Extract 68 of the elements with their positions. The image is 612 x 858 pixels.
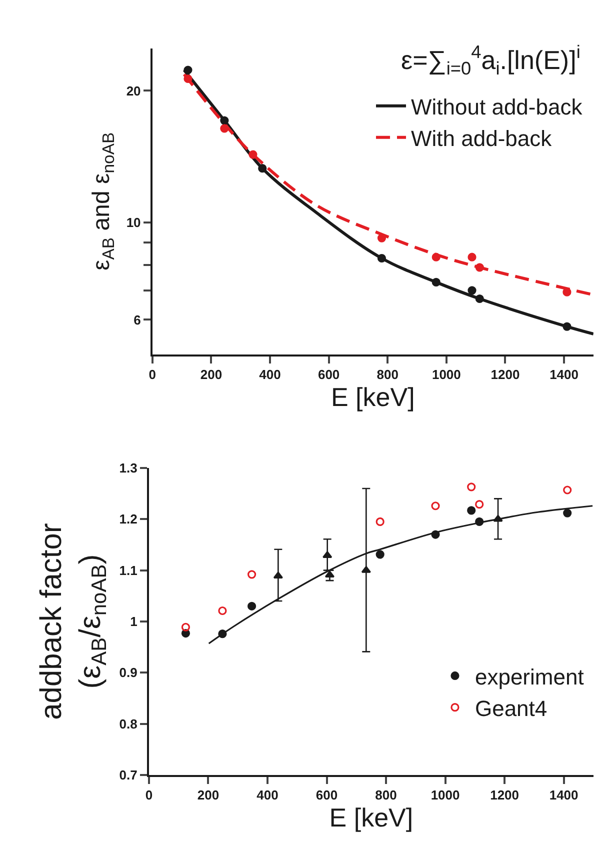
point (467, 482, 476, 492)
point (220, 116, 229, 125)
y-tick-label: 0.8 (119, 716, 138, 732)
point (184, 74, 192, 84)
point (431, 530, 440, 539)
point (562, 288, 572, 296)
point (258, 164, 267, 173)
legend-label: Geant4 (474, 696, 548, 721)
point (432, 252, 440, 262)
x-tick-label: 200 (197, 788, 220, 803)
point (562, 322, 572, 331)
legend-label: Without add-back (411, 94, 584, 120)
legend-label: experiment (474, 664, 584, 690)
x-axis-title: E [keV] (331, 382, 415, 412)
point (247, 602, 256, 610)
point (468, 286, 476, 295)
x-tick-label: 1000 (432, 367, 461, 382)
point (475, 263, 484, 272)
y-tick-label: 0.7 (119, 768, 138, 783)
x-axis-title: E [keV] (329, 802, 414, 833)
x-tick-label: 600 (318, 367, 340, 382)
x-tick-label: 800 (376, 367, 398, 382)
x-tick-label: 1400 (550, 367, 578, 382)
point (376, 517, 384, 526)
point (376, 550, 384, 559)
point (475, 500, 484, 509)
point (273, 572, 284, 579)
point (493, 514, 503, 522)
point (467, 506, 476, 515)
y-tick-label: 1.2 (119, 512, 138, 527)
point (377, 254, 386, 263)
point (322, 551, 332, 558)
annotation: ε=∑$_{i=0}$$^{4}$a$_{i}$.[ln(E)]$^{i}$ (401, 42, 580, 78)
y-tick-label: 1.1 (119, 562, 138, 578)
x-tick-label: 1400 (549, 788, 578, 803)
point (247, 570, 256, 579)
x-tick-label: 0 (148, 367, 156, 382)
x-tick-label: 1200 (490, 788, 519, 803)
point (475, 294, 484, 304)
y-tick-label: 0.9 (119, 665, 138, 680)
x-tick-label: 1000 (430, 788, 460, 803)
point (431, 502, 440, 510)
point (184, 66, 192, 74)
y-tick-label: 10 (126, 215, 141, 230)
x-tick-label: 400 (256, 788, 278, 803)
point (377, 234, 386, 242)
y-tick-label: 6 (134, 312, 141, 328)
point (361, 566, 371, 573)
x-tick-label: 800 (375, 788, 397, 803)
legend-label: With add-back (411, 126, 553, 151)
x-tick-label: 400 (259, 367, 281, 382)
point (218, 606, 227, 616)
y-tick-label: 1 (130, 614, 138, 630)
point (475, 517, 484, 526)
x-tick-label: 1200 (490, 367, 520, 382)
point (248, 150, 258, 159)
point (220, 124, 229, 133)
point (181, 622, 190, 632)
x-tick-label: 600 (316, 788, 338, 803)
point (468, 252, 476, 262)
point (563, 508, 572, 518)
point (218, 629, 227, 638)
y-tick-label: 20 (126, 83, 141, 98)
point (432, 278, 440, 286)
x-tick-label: 0 (145, 788, 153, 803)
point (563, 486, 572, 494)
x-tick-label: 200 (200, 367, 222, 382)
y-tick-label: 1.3 (119, 460, 138, 476)
